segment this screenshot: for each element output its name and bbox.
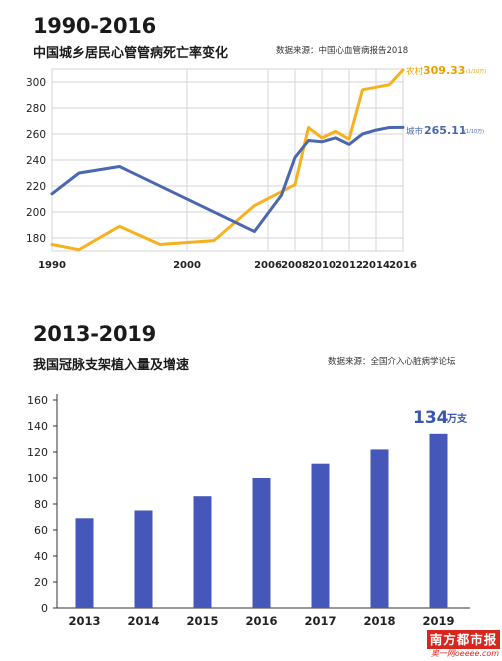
y-tick-label: 60 [34, 524, 48, 537]
bar-2019 [429, 433, 448, 608]
rural-line [50, 68, 405, 252]
y-tick-label: 200 [26, 207, 46, 219]
y-tick-label: 140 [27, 420, 48, 433]
chart2-x-axis: 2013 2014 2015 2016 2017 2018 2019 [68, 614, 454, 628]
x-tick-label: 2010 [308, 260, 336, 271]
y-tick-label: 20 [34, 576, 48, 589]
website-logo: 奥一网oeeee.com [430, 649, 500, 658]
chart1-source: 数据来源：中国心血管病报告2018 [276, 46, 409, 56]
x-tick-label: 2000 [173, 260, 201, 271]
y-tick-label: 160 [27, 394, 48, 407]
rural-unit-label: (1/10万) [466, 69, 486, 75]
chart1-title: 1990-2016 [33, 14, 156, 38]
bar-2014 [134, 510, 153, 608]
bar-2015 [193, 496, 212, 608]
newspaper-logo: 南方都市报 [427, 630, 500, 649]
y-tick-label: 180 [26, 233, 46, 245]
x-tick-label: 2017 [304, 614, 336, 628]
chart2-subtitle: 我国冠脉支架植入量及增速 [33, 358, 190, 373]
chart1-series [50, 68, 405, 252]
rural-value-label: 309.33 [423, 64, 465, 77]
bar-2018 [370, 449, 389, 608]
chart1-subtitle: 中国城乡居民心管管病死亡率变化 [33, 46, 229, 61]
bar-annotation-unit: 万支 [446, 412, 468, 425]
bar-2013 [75, 518, 94, 608]
chart2-title: 2013-2019 [33, 322, 156, 346]
chart2-source: 数据来源：全国介入心脏病学论坛 [328, 357, 456, 367]
urban-unit-label: (1/10万) [464, 129, 484, 135]
y-tick-label: 240 [26, 155, 46, 167]
y-tick-label: 0 [41, 602, 48, 615]
y-tick-label: 280 [26, 103, 46, 115]
urban-series-label: 城市 [406, 126, 424, 137]
x-tick-label: 2013 [68, 614, 100, 628]
x-tick-label: 2015 [186, 614, 218, 628]
x-tick-label: 2016 [389, 260, 417, 271]
bar-2016 [252, 478, 271, 608]
y-tick-label: 220 [26, 181, 46, 193]
y-tick-label: 40 [34, 550, 48, 563]
x-tick-label: 2018 [363, 614, 395, 628]
y-tick-label: 120 [27, 446, 48, 459]
bar-2017 [311, 463, 330, 608]
y-tick-label: 260 [26, 129, 46, 141]
urban-line [50, 125, 405, 233]
chart1-y-axis: 180 200 220 240 260 280 300 [26, 77, 46, 245]
chart1-x-axis: 1990 2000 2006 2008 2010 2012 2014 2016 [38, 260, 417, 271]
y-tick-label: 100 [27, 472, 48, 485]
bar-annotation-value: 134 [413, 408, 449, 428]
y-tick-label: 300 [26, 77, 46, 89]
chart2-y-axis: 0 20 40 60 80 100 120 140 160 [27, 394, 48, 615]
x-tick-label: 2014 [127, 614, 159, 628]
x-tick-label: 2006 [254, 260, 282, 271]
rural-series-label: 农村 [406, 66, 424, 77]
x-tick-label: 2016 [245, 614, 277, 628]
x-tick-label: 2019 [422, 614, 454, 628]
x-tick-label: 1990 [38, 260, 66, 271]
urban-value-label: 265.11 [424, 124, 466, 137]
y-tick-label: 80 [34, 498, 48, 511]
chart1-grid [51, 68, 404, 252]
x-tick-label: 2008 [281, 260, 309, 271]
x-tick-label: 2012 [335, 260, 363, 271]
x-tick-label: 2014 [362, 260, 390, 271]
chart2-bars [75, 433, 448, 608]
